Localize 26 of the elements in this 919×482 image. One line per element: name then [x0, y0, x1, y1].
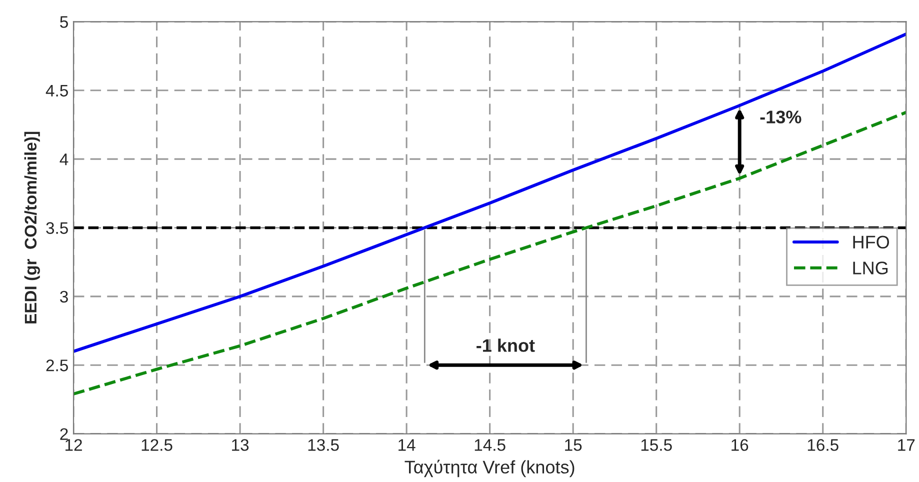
- x-tick-label: 17: [898, 439, 915, 451]
- x-tick-label: 12: [66, 439, 82, 451]
- x-tick-label: 15: [565, 439, 582, 451]
- x-axis-title: Ταχύτητα Vref (knots): [404, 460, 574, 478]
- y-tick-label: 4: [60, 154, 68, 166]
- x-tick-label: 16.5: [808, 439, 838, 451]
- legend-label: HFO: [853, 236, 890, 249]
- y-tick-label: 3: [60, 290, 68, 303]
- y-tick-label: 4.5: [46, 84, 68, 97]
- legend-label: LNG: [853, 262, 888, 274]
- x-tick-label: 15.5: [641, 439, 672, 451]
- line-series: [74, 110, 906, 396]
- line-series: [74, 32, 906, 353]
- y-tick-label: 5: [60, 16, 68, 28]
- x-tick-label: 12.5: [142, 439, 172, 451]
- y-tick-label: 3.5: [46, 222, 68, 234]
- x-tick-label: 13.5: [308, 439, 339, 451]
- y-tick-label: 2.5: [46, 360, 68, 372]
- x-tick-label: 13: [232, 439, 249, 451]
- y-tick-label: 2: [60, 428, 68, 440]
- annotation: -13%: [760, 110, 802, 124]
- y-axis-title: EEDI (gr CO2/tom/mile)]: [24, 132, 40, 324]
- x-tick-label: 16: [732, 439, 748, 451]
- annotation: -1 knot: [476, 338, 535, 352]
- x-tick-label: 14.5: [474, 439, 506, 451]
- x-tick-label: 14: [398, 439, 416, 451]
